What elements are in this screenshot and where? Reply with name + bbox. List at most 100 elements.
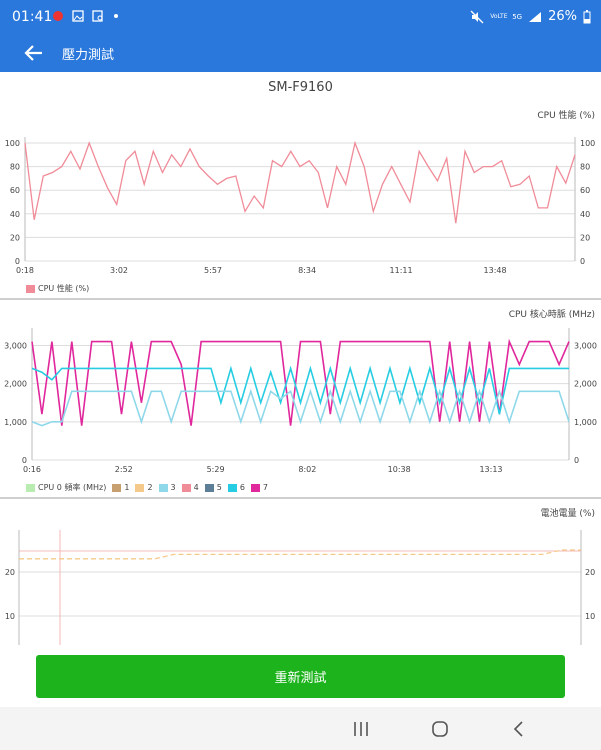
legend-swatch — [250, 483, 260, 492]
legend-item: 5 — [204, 483, 222, 492]
battery-chart-title: 電池電量 (%) — [540, 509, 595, 519]
y-tick-label: 40 — [10, 210, 20, 219]
notification-icons — [52, 10, 120, 22]
series-line-CPU- — [24, 140, 576, 224]
x-tick-label: 13:48 — [484, 266, 507, 275]
cpu-perf-chart: 0 0 20 20 40 40 60 60 80 80 100 100 0:18 3:02 5:57 8:34… — [5, 137, 595, 275]
status-time: 01:41 — [12, 9, 53, 25]
divider — [0, 298, 601, 300]
volte-label: VoLTE — [490, 13, 508, 20]
y-tick-label-right: 0 — [574, 456, 579, 465]
y-tick-label: 0 — [22, 456, 27, 465]
more-dot-icon — [114, 14, 118, 18]
signal-icon — [529, 11, 542, 22]
x-tick-label: 2:52 — [115, 465, 133, 474]
y-tick-label-right: 100 — [580, 139, 595, 148]
legend-label: 2 — [147, 483, 153, 492]
legend-swatch — [26, 483, 35, 492]
legend-item: 4 — [181, 483, 199, 492]
y-tick-label: 2,000 — [4, 380, 27, 389]
legend-item: 7 — [250, 483, 268, 492]
x-tick-label: 11:11 — [390, 266, 413, 275]
y-tick-label: 3,000 — [4, 341, 27, 350]
cpu-freq-chart-title: CPU 核心時脈 (MHz) — [508, 310, 595, 320]
legend-label: 3 — [170, 483, 176, 492]
x-tick-label: 5:29 — [207, 465, 225, 474]
y-tick-label: 1,000 — [4, 418, 27, 427]
battery-percent: 26% — [548, 9, 577, 24]
home-icon[interactable] — [430, 719, 450, 739]
y-tick-label-right: 20 — [580, 233, 590, 242]
legend-swatch — [181, 483, 191, 492]
y-tick-label-right: 3,000 — [574, 341, 597, 350]
y-tick-label-right: 1,000 — [574, 418, 597, 427]
5g-label: 5G — [512, 12, 523, 21]
x-tick-label: 8:02 — [298, 465, 316, 474]
status-bar: 01:41 VoLTE 5G 26% — [0, 0, 601, 34]
series-line-7 — [31, 338, 570, 426]
y-tick-label-right: 10 — [585, 612, 595, 621]
device-name: SM-F9160 — [268, 80, 333, 95]
y-tick-label: 10 — [5, 612, 15, 621]
legend-label: 1 — [124, 483, 130, 492]
y-tick-label: 20 — [5, 568, 15, 577]
y-tick-label-right: 0 — [580, 257, 585, 266]
legend-swatch — [135, 483, 145, 492]
legend-label: 5 — [216, 483, 222, 492]
x-tick-label: 10:38 — [388, 465, 411, 474]
x-tick-label: 0:16 — [23, 465, 41, 474]
retest-button[interactable]: 重新測試 — [36, 655, 565, 698]
x-tick-label: 0:18 — [16, 266, 34, 275]
legend-label: 4 — [193, 483, 199, 492]
y-tick-label: 0 — [15, 257, 20, 266]
series-line-6 — [31, 365, 569, 415]
y-tick-label: 20 — [10, 233, 20, 242]
page-title: 壓力測試 — [62, 48, 115, 63]
legend-item: 3 — [158, 483, 176, 492]
legend-label: 6 — [239, 483, 245, 492]
legend-swatch — [26, 284, 35, 293]
cpu-freq-legend: CPU 0 頻率 (MHz) 1 2 3 4 5 6 7 — [26, 482, 268, 493]
image-search-icon — [92, 10, 103, 22]
app-toolbar: 壓力測試 — [0, 34, 601, 72]
legend-swatch — [204, 483, 214, 492]
y-tick-label-right: 80 — [580, 163, 590, 172]
y-tick-label: 100 — [5, 139, 20, 148]
system-status-icons: VoLTE 5G 26% — [470, 9, 591, 24]
legend-swatch — [112, 483, 122, 492]
series-line-battery — [19, 549, 581, 560]
system-nav-bar — [0, 707, 601, 750]
legend-swatch — [158, 483, 168, 492]
divider — [0, 497, 601, 499]
legend-item: CPU 0 頻率 (MHz) — [26, 482, 106, 493]
legend-item: 2 — [135, 483, 153, 492]
y-tick-label: 60 — [10, 186, 20, 195]
battery-chart: 10 10 20 20 — [5, 530, 595, 645]
x-tick-label: 3:02 — [110, 266, 128, 275]
cpu-perf-legend: CPU 性能 (%) — [26, 283, 89, 294]
y-tick-label-right: 60 — [580, 186, 590, 195]
legend-label: CPU 0 頻率 (MHz) — [38, 483, 107, 492]
mute-icon — [470, 10, 484, 23]
legend-item: 1 — [112, 483, 129, 492]
x-tick-label: 5:57 — [204, 266, 222, 275]
cpu-perf-chart-title: CPU 性能 (%) — [537, 111, 595, 121]
arrow-left-icon[interactable] — [22, 42, 46, 64]
image-icon — [72, 10, 84, 22]
legend-swatch — [227, 483, 237, 492]
y-tick-label-right: 2,000 — [574, 380, 597, 389]
battery-icon — [583, 9, 591, 23]
app-notification-icon — [53, 11, 63, 21]
x-tick-label: 13:13 — [479, 465, 502, 474]
legend-label: 7 — [262, 483, 268, 492]
legend-label: CPU 性能 (%) — [38, 284, 90, 293]
back-icon[interactable] — [509, 719, 529, 739]
x-tick-label: 8:34 — [298, 266, 316, 275]
y-tick-label-right: 20 — [585, 568, 595, 577]
legend-item: 6 — [227, 483, 245, 492]
cpu-freq-chart: 0 0 1,000 1,000 2,000 2,000 3,000 3,000 0:16 2:52… — [4, 328, 597, 474]
series-line-3 — [31, 388, 570, 427]
y-tick-label: 80 — [10, 163, 20, 172]
recents-icon[interactable] — [351, 719, 371, 739]
y-tick-label-right: 40 — [580, 210, 590, 219]
